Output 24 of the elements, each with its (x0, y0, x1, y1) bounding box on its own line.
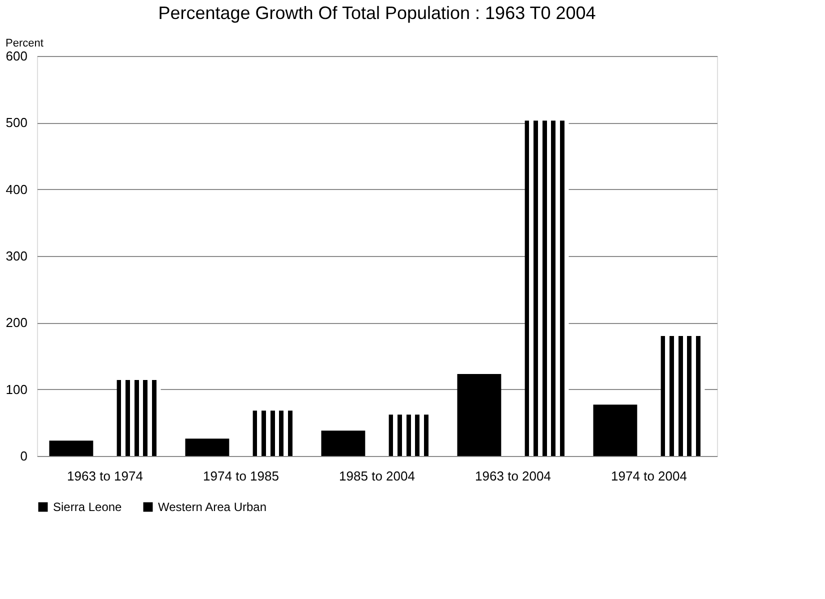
y-tick-label: 200 (6, 315, 28, 330)
x-tick-label: 1963 to 2004 (475, 468, 551, 484)
x-tick-label: 1985 to 2004 (339, 468, 415, 484)
bar (660, 336, 705, 456)
x-tick-label: 1974 to 1985 (203, 468, 279, 484)
y-tick-label: 400 (6, 182, 28, 197)
chart-title: Percentage Growth Of Total Population : 1963 T0 2004 (158, 3, 596, 23)
bar (593, 404, 638, 456)
bar (457, 374, 502, 456)
bar (185, 438, 230, 456)
y-tick-label: 100 (6, 382, 28, 397)
x-tick-label: 1974 to 2004 (611, 468, 687, 484)
legend-label: Western Area Urban (158, 500, 266, 514)
bar (524, 120, 569, 456)
legend-label: Sierra Leone (53, 500, 122, 514)
y-tick-label: 600 (6, 48, 28, 64)
y-tick-label: 300 (6, 248, 28, 264)
bar (49, 440, 94, 456)
y-tick-label: 500 (6, 115, 28, 130)
x-tick-label: 1963 to 1974 (67, 468, 143, 484)
bar (321, 430, 366, 456)
y-tick-label: 0 (20, 448, 28, 464)
bar (116, 380, 161, 456)
y-axis-title: Percent (6, 38, 44, 50)
